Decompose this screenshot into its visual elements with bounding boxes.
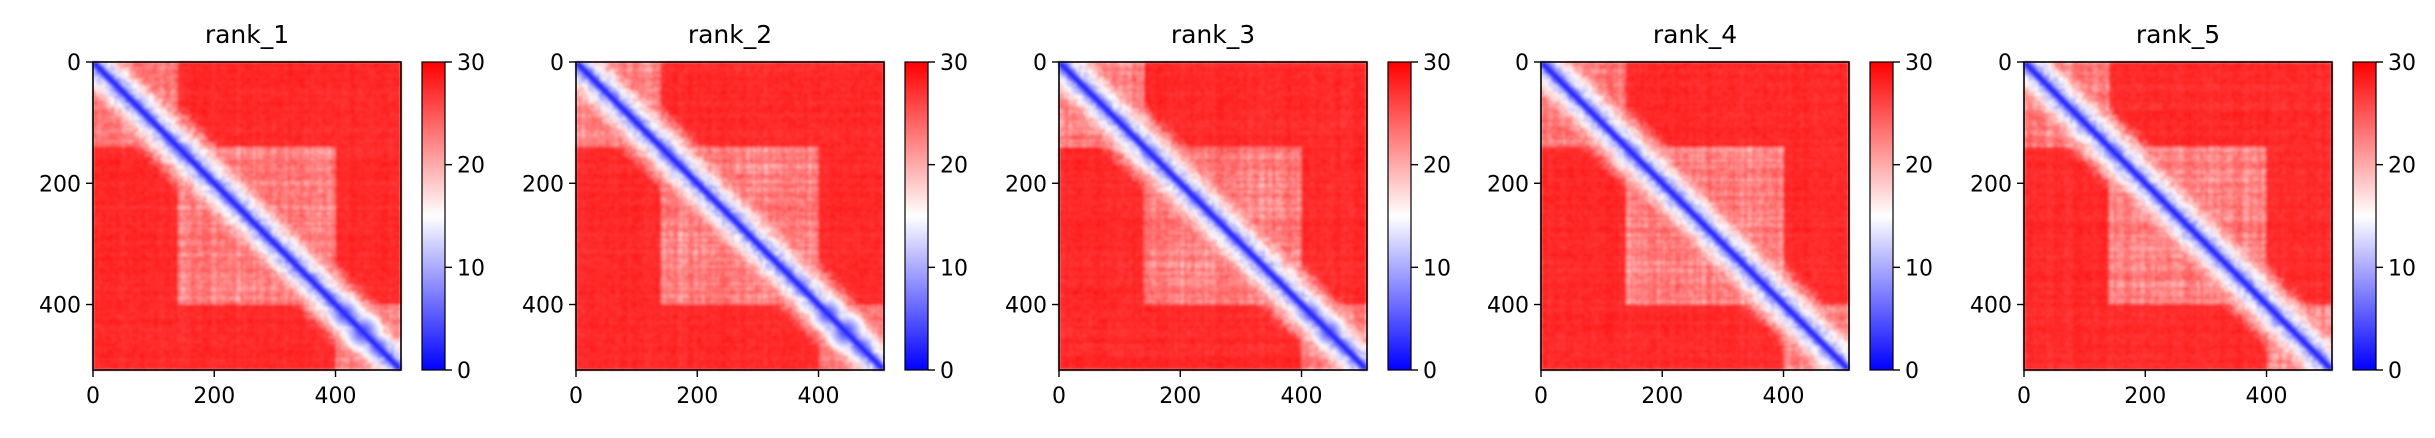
heatmap-image <box>1059 62 1367 370</box>
y-tick-label: 0 <box>1033 51 1047 76</box>
y-tick-label: 200 <box>1005 172 1047 197</box>
x-tick-label: 400 <box>1763 384 1805 409</box>
y-tick-label: 400 <box>1487 294 1529 319</box>
x-tick-label: 400 <box>315 384 357 409</box>
y-tick-label: 0 <box>67 51 81 76</box>
panel-rank_2: rank_2 0 200 400 0 200 400 0 10 20 30 <box>522 20 968 409</box>
y-tick-label: 200 <box>1487 172 1529 197</box>
panel-title: rank_3 <box>1171 20 1255 49</box>
colorbar-tick-label: 30 <box>457 51 485 76</box>
colorbar-tick-label: 0 <box>1905 359 1919 384</box>
x-tick-label: 200 <box>1641 384 1683 409</box>
y-tick-label: 400 <box>1005 294 1047 319</box>
panel-title: rank_4 <box>1653 20 1737 49</box>
panel-title: rank_1 <box>205 20 289 49</box>
colorbar-tick-label: 0 <box>457 359 471 384</box>
x-tick-label: 400 <box>1281 384 1323 409</box>
x-tick-label: 0 <box>86 384 100 409</box>
axes-frame <box>575 61 885 371</box>
axes-frame <box>2023 61 2333 371</box>
y-tick-label: 400 <box>39 294 81 319</box>
x-tick-label: 200 <box>2124 384 2166 409</box>
colorbar <box>1869 61 1894 371</box>
colorbar-tick-label: 20 <box>1423 154 1451 179</box>
axes-frame <box>92 61 402 371</box>
colorbar <box>1387 61 1412 371</box>
panel-rank_3: rank_3 0 200 400 0 200 400 0 10 20 30 <box>1005 20 1451 409</box>
colorbar-tick-label: 0 <box>940 359 954 384</box>
colorbar-tick-label: 30 <box>2388 51 2416 76</box>
axes-frame <box>1540 61 1850 371</box>
x-tick-label: 0 <box>1534 384 1548 409</box>
colorbar <box>421 61 446 371</box>
panel-rank_1: rank_1 0 200 400 0 200 400 0 10 20 30 <box>39 20 485 409</box>
y-tick-label: 400 <box>1970 294 2012 319</box>
heatmap-image <box>576 62 884 370</box>
y-tick-label: 0 <box>1998 51 2012 76</box>
y-tick-label: 400 <box>522 294 564 319</box>
y-tick-label: 0 <box>1515 51 1529 76</box>
colorbar-tick-label: 20 <box>457 154 485 179</box>
colorbar-tick-label: 30 <box>1423 51 1451 76</box>
panel-title: rank_5 <box>2136 20 2220 49</box>
colorbar-tick-label: 0 <box>1423 359 1437 384</box>
panel-title: rank_2 <box>688 20 772 49</box>
x-tick-label: 200 <box>193 384 235 409</box>
colorbar-tick-label: 30 <box>1905 51 1933 76</box>
y-tick-label: 200 <box>39 172 81 197</box>
heatmap-image <box>1541 62 1849 370</box>
colorbar <box>2352 61 2377 371</box>
colorbar-tick-label: 20 <box>940 154 968 179</box>
axes-frame <box>1058 61 1368 371</box>
colorbar-tick-label: 20 <box>1905 154 1933 179</box>
colorbar <box>904 61 929 371</box>
colorbar-tick-label: 30 <box>940 51 968 76</box>
x-tick-label: 200 <box>1159 384 1201 409</box>
colorbar-tick-label: 10 <box>1423 256 1451 281</box>
y-tick-label: 200 <box>1970 172 2012 197</box>
panel-rank_5: rank_5 0 200 400 0 200 400 0 10 20 30 <box>1970 20 2416 409</box>
colorbar-tick-label: 10 <box>1905 256 1933 281</box>
colorbar-tick-label: 0 <box>2388 359 2402 384</box>
colorbar-tick-label: 10 <box>2388 256 2416 281</box>
x-tick-label: 0 <box>569 384 583 409</box>
x-tick-label: 400 <box>798 384 840 409</box>
colorbar-tick-label: 10 <box>940 256 968 281</box>
panel-rank_4: rank_4 0 200 400 0 200 400 0 10 20 30 <box>1487 20 1933 409</box>
y-tick-label: 0 <box>550 51 564 76</box>
y-tick-label: 200 <box>522 172 564 197</box>
colorbar-tick-label: 20 <box>2388 154 2416 179</box>
colorbar-tick-label: 10 <box>457 256 485 281</box>
x-tick-label: 200 <box>676 384 718 409</box>
x-tick-label: 0 <box>1052 384 1066 409</box>
heatmap-image <box>93 62 401 370</box>
x-tick-label: 400 <box>2246 384 2288 409</box>
heatmap-image <box>2024 62 2332 370</box>
x-tick-label: 0 <box>2017 384 2031 409</box>
